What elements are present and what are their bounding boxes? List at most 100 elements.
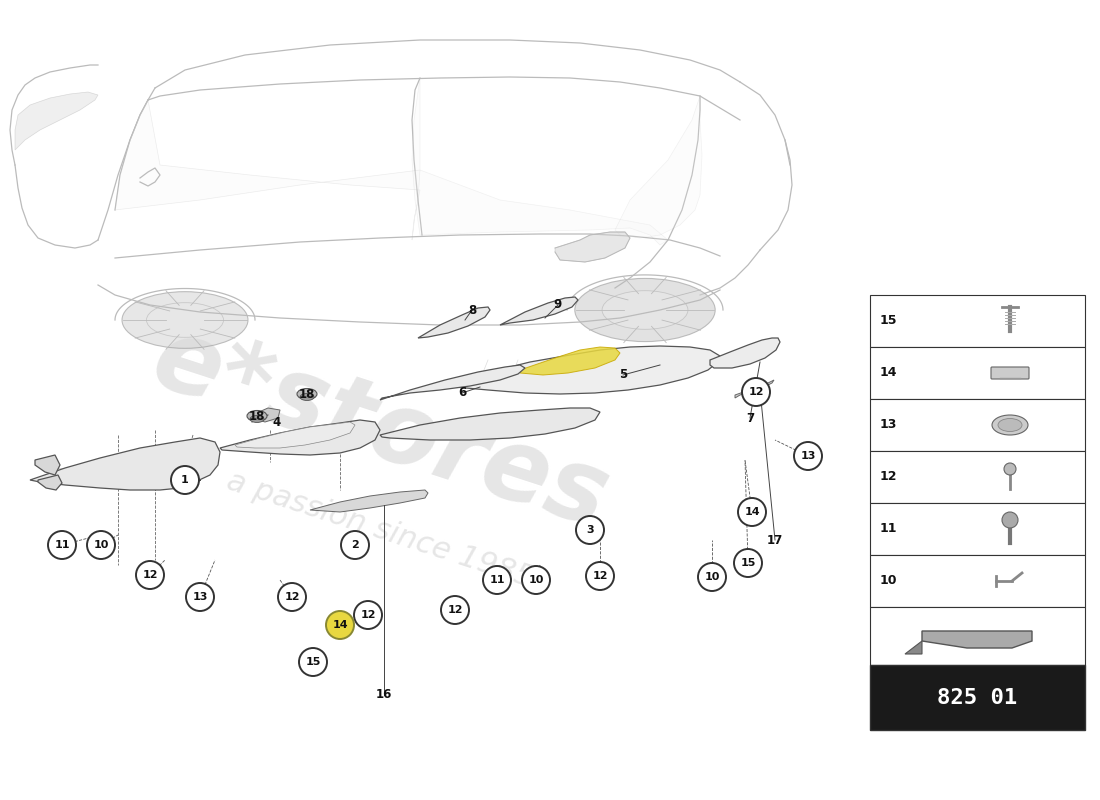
Polygon shape — [500, 297, 578, 325]
Polygon shape — [235, 422, 355, 448]
Circle shape — [483, 566, 512, 594]
Text: 8: 8 — [468, 303, 476, 317]
Text: 12: 12 — [142, 570, 157, 580]
Bar — [870, 347, 1085, 399]
Circle shape — [794, 442, 822, 470]
Polygon shape — [310, 490, 428, 512]
Text: 14: 14 — [879, 366, 896, 379]
FancyBboxPatch shape — [991, 367, 1028, 379]
Bar — [870, 295, 1085, 347]
Circle shape — [186, 583, 214, 611]
Text: 12: 12 — [592, 571, 607, 581]
Circle shape — [326, 611, 354, 639]
Text: 11: 11 — [54, 540, 69, 550]
Text: 6: 6 — [458, 386, 466, 399]
Text: e*stores: e*stores — [140, 311, 620, 549]
Ellipse shape — [602, 290, 688, 330]
Polygon shape — [922, 631, 1032, 648]
Ellipse shape — [297, 389, 317, 399]
Polygon shape — [418, 307, 490, 338]
Text: 13: 13 — [192, 592, 208, 602]
Circle shape — [136, 561, 164, 589]
Circle shape — [341, 531, 368, 559]
Ellipse shape — [122, 292, 248, 348]
Circle shape — [170, 466, 199, 494]
Bar — [870, 555, 1085, 607]
Polygon shape — [556, 232, 630, 262]
Text: 14: 14 — [745, 507, 760, 517]
Circle shape — [48, 531, 76, 559]
Text: 1: 1 — [182, 475, 189, 485]
Bar — [870, 451, 1085, 503]
Circle shape — [738, 498, 766, 526]
Circle shape — [441, 596, 469, 624]
Circle shape — [1004, 463, 1016, 475]
Text: 18: 18 — [249, 410, 265, 422]
Ellipse shape — [300, 394, 313, 401]
Polygon shape — [735, 380, 774, 398]
Ellipse shape — [575, 278, 715, 342]
Polygon shape — [905, 641, 922, 654]
Circle shape — [354, 601, 382, 629]
Text: 12: 12 — [448, 605, 463, 615]
Text: 13: 13 — [879, 418, 896, 431]
Circle shape — [299, 648, 327, 676]
Circle shape — [522, 566, 550, 594]
Text: 13: 13 — [801, 451, 816, 461]
Text: 11: 11 — [490, 575, 505, 585]
Text: 10: 10 — [528, 575, 543, 585]
Circle shape — [742, 378, 770, 406]
Ellipse shape — [992, 415, 1028, 435]
Bar — [870, 607, 1085, 665]
Circle shape — [734, 549, 762, 577]
Text: 12: 12 — [748, 387, 763, 397]
Ellipse shape — [998, 418, 1022, 431]
Circle shape — [1002, 512, 1018, 528]
Text: 14: 14 — [332, 620, 348, 630]
Text: 12: 12 — [879, 470, 896, 483]
Polygon shape — [116, 100, 420, 240]
Text: 11: 11 — [879, 522, 896, 535]
Ellipse shape — [248, 410, 267, 422]
Polygon shape — [39, 475, 62, 490]
Text: 10: 10 — [94, 540, 109, 550]
Text: 15: 15 — [740, 558, 756, 568]
Text: a passion since 1985: a passion since 1985 — [223, 466, 537, 594]
Polygon shape — [35, 455, 60, 475]
Text: 12: 12 — [361, 610, 376, 620]
Circle shape — [698, 563, 726, 591]
Ellipse shape — [250, 415, 264, 422]
Text: 825 01: 825 01 — [937, 687, 1018, 707]
Circle shape — [586, 562, 614, 590]
Polygon shape — [615, 96, 702, 238]
Text: 3: 3 — [586, 525, 594, 535]
Text: 15: 15 — [879, 314, 896, 327]
Polygon shape — [220, 420, 380, 455]
Text: 15: 15 — [306, 657, 321, 667]
Text: 2: 2 — [351, 540, 359, 550]
Bar — [870, 503, 1085, 555]
Polygon shape — [710, 338, 780, 368]
Text: 12: 12 — [284, 592, 299, 602]
Text: 10: 10 — [704, 572, 719, 582]
Polygon shape — [379, 365, 525, 400]
Text: 10: 10 — [879, 574, 896, 587]
Text: 5: 5 — [619, 369, 627, 382]
Text: 4: 4 — [273, 415, 282, 429]
Circle shape — [576, 516, 604, 544]
Text: 16: 16 — [376, 689, 393, 702]
Polygon shape — [412, 78, 668, 245]
Polygon shape — [30, 438, 220, 490]
Polygon shape — [520, 347, 620, 375]
Polygon shape — [379, 408, 600, 440]
Polygon shape — [15, 92, 98, 150]
Text: 7: 7 — [746, 411, 755, 425]
Polygon shape — [252, 408, 280, 422]
Bar — [870, 399, 1085, 451]
Text: 9: 9 — [554, 298, 562, 311]
Bar — [870, 665, 1085, 730]
Text: 18: 18 — [299, 387, 316, 401]
Polygon shape — [450, 346, 720, 394]
Text: 17: 17 — [767, 534, 783, 546]
Ellipse shape — [146, 302, 223, 338]
